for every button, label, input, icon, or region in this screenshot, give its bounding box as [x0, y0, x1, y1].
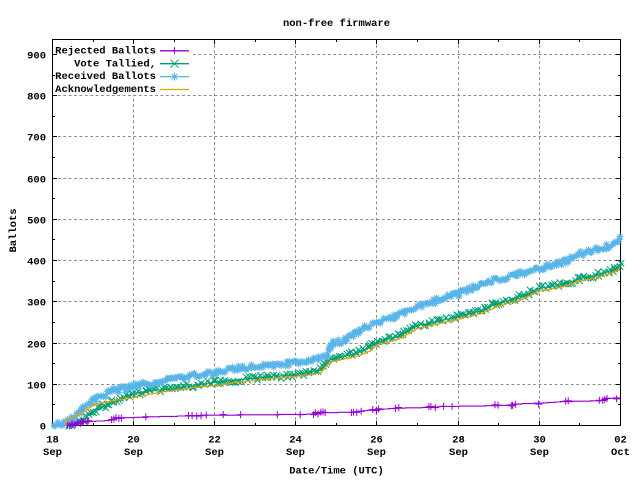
svg-text:100: 100 — [27, 381, 46, 393]
svg-text:Oct: Oct — [611, 447, 630, 459]
svg-text:Sep: Sep — [43, 447, 62, 459]
svg-text:Received Ballots: Received Ballots — [55, 71, 156, 83]
svg-text:0: 0 — [40, 422, 46, 434]
svg-text:30: 30 — [533, 435, 546, 447]
svg-text:22: 22 — [208, 435, 221, 447]
svg-text:700: 700 — [27, 133, 46, 145]
svg-text:200: 200 — [27, 340, 46, 352]
svg-text:Sep: Sep — [205, 447, 224, 459]
svg-text:800: 800 — [27, 92, 46, 104]
svg-text:Sep: Sep — [286, 447, 305, 459]
svg-text:Vote Tallied,: Vote Tallied, — [74, 58, 156, 70]
svg-text:300: 300 — [27, 298, 46, 310]
svg-text:500: 500 — [27, 216, 46, 228]
svg-text:Acknowledgements: Acknowledgements — [55, 84, 156, 96]
svg-text:600: 600 — [27, 175, 46, 187]
svg-text:Sep: Sep — [367, 447, 386, 459]
svg-text:Sep: Sep — [530, 447, 549, 459]
svg-text:18: 18 — [46, 435, 59, 447]
svg-text:Ballots: Ballots — [8, 208, 20, 252]
svg-text:Sep: Sep — [124, 447, 143, 459]
svg-text:26: 26 — [370, 435, 383, 447]
svg-text:non-free firmware: non-free firmware — [283, 18, 390, 30]
svg-text:Date/Time (UTC): Date/Time (UTC) — [289, 466, 384, 478]
svg-text:20: 20 — [127, 435, 140, 447]
svg-text:Sep: Sep — [449, 447, 468, 459]
svg-text:900: 900 — [27, 51, 46, 63]
svg-text:400: 400 — [27, 257, 46, 269]
svg-text:28: 28 — [452, 435, 465, 447]
svg-text:Rejected Ballots: Rejected Ballots — [55, 45, 156, 57]
svg-text:02: 02 — [614, 435, 627, 447]
svg-text:24: 24 — [289, 435, 302, 447]
